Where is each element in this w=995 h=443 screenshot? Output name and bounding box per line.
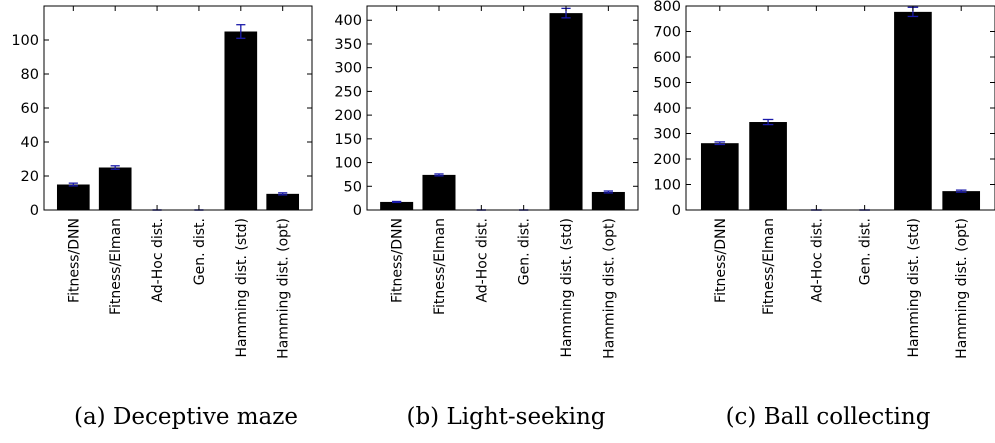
y-tick-label: 300 <box>653 127 681 143</box>
y-tick-label: 60 <box>21 101 39 117</box>
bar-hamming-dist-opt <box>591 191 625 210</box>
x-tick-label-fitness-elman: Fitness/Elman <box>108 218 124 315</box>
bar-fitness-elman <box>422 174 456 210</box>
plot-frame <box>43 5 313 211</box>
y-tick-label: 100 <box>653 178 681 194</box>
x-tick-label-hamming-dist-std: Hamming dist. (std) <box>559 218 575 358</box>
caption-a: (a) Deceptive maze <box>74 404 298 430</box>
y-tick-label: 700 <box>653 25 681 41</box>
bar-hamming-dist-std <box>549 13 583 211</box>
y-tick-label: 20 <box>21 169 39 185</box>
y-tick-label: 300 <box>334 61 362 77</box>
chart-panel-light-seeking: 0 50 100 150 200 250 300 350 400 Fitness/DNN Fitne… <box>334 5 639 359</box>
y-tick-label: 0 <box>30 203 39 219</box>
x-tick-label-hamming-dist-opt: Hamming dist. (opt) <box>954 218 970 359</box>
y-tick-label: 200 <box>334 108 362 124</box>
x-tick-label-fitness-dnn: Fitness/DNN <box>66 218 82 303</box>
x-tick-label-ad-hoc-dist: Ad-Hoc dist. <box>474 218 490 303</box>
y-tick-label: 80 <box>21 67 39 83</box>
y-tick-label: 0 <box>353 203 362 219</box>
y-tick-label: 500 <box>653 76 681 92</box>
x-tick-label-fitness-dnn: Fitness/DNN <box>390 218 406 303</box>
x-tick-label-hamming-dist-std: Hamming dist. (std) <box>906 218 922 358</box>
y-tick-label: 40 <box>21 135 39 151</box>
y-tick-label: 400 <box>653 101 681 117</box>
bar-fitness-dnn <box>700 143 739 210</box>
x-tick-label-gen-dist: Gen. dist. <box>192 218 208 285</box>
plot-frame <box>366 5 639 211</box>
y-tick-label: 250 <box>334 84 362 100</box>
y-tick-label: 100 <box>11 33 39 49</box>
x-tick-label-hamming-dist-std: Hamming dist. (std) <box>234 218 250 358</box>
x-tick-label-gen-dist: Gen. dist. <box>517 218 533 285</box>
bar-hamming-dist-std <box>894 11 932 211</box>
y-tick-label: 100 <box>334 156 362 172</box>
y-tick-label: 0 <box>672 203 681 219</box>
bar-hamming-dist-opt <box>942 191 981 210</box>
x-tick-label-fitness-elman: Fitness/Elman <box>432 218 448 315</box>
y-tick-label: 800 <box>653 0 681 15</box>
x-tick-label-ad-hoc-dist: Ad-Hoc dist. <box>809 218 825 303</box>
chart-panel-ball-collecting: 0 100 200 300 400 500 600 700 800 Fitness/DNN Fitn… <box>653 0 995 359</box>
y-tick-label: 200 <box>653 152 681 168</box>
y-tick-label: 400 <box>334 13 362 29</box>
chart-panel-deceptive-maze: 0 20 40 60 80 100 Fitness/DNN Fitness/Elman Ad-H… <box>11 5 313 359</box>
x-tick-label-fitness-elman: Fitness/Elman <box>761 218 777 315</box>
bar-hamming-dist-opt <box>266 193 300 210</box>
x-tick-label-hamming-dist-opt: Hamming dist. (opt) <box>601 218 617 359</box>
caption-b: (b) Light-seeking <box>406 404 605 430</box>
x-tick-label-gen-dist: Gen. dist. <box>858 218 874 285</box>
caption-c: (c) Ball collecting <box>726 404 931 430</box>
x-tick-label-hamming-dist-opt: Hamming dist. (opt) <box>276 218 292 359</box>
bar-fitness-elman <box>749 122 787 210</box>
bar-fitness-elman <box>98 167 132 210</box>
y-tick-label: 350 <box>334 37 362 53</box>
bar-hamming-dist-std <box>224 31 258 210</box>
y-tick-label: 50 <box>344 179 362 195</box>
x-tick-label-ad-hoc-dist: Ad-Hoc dist. <box>150 218 166 303</box>
y-tick-label: 600 <box>653 50 681 66</box>
y-tick-label: 150 <box>334 132 362 148</box>
x-tick-label-fitness-dnn: Fitness/DNN <box>713 218 729 303</box>
